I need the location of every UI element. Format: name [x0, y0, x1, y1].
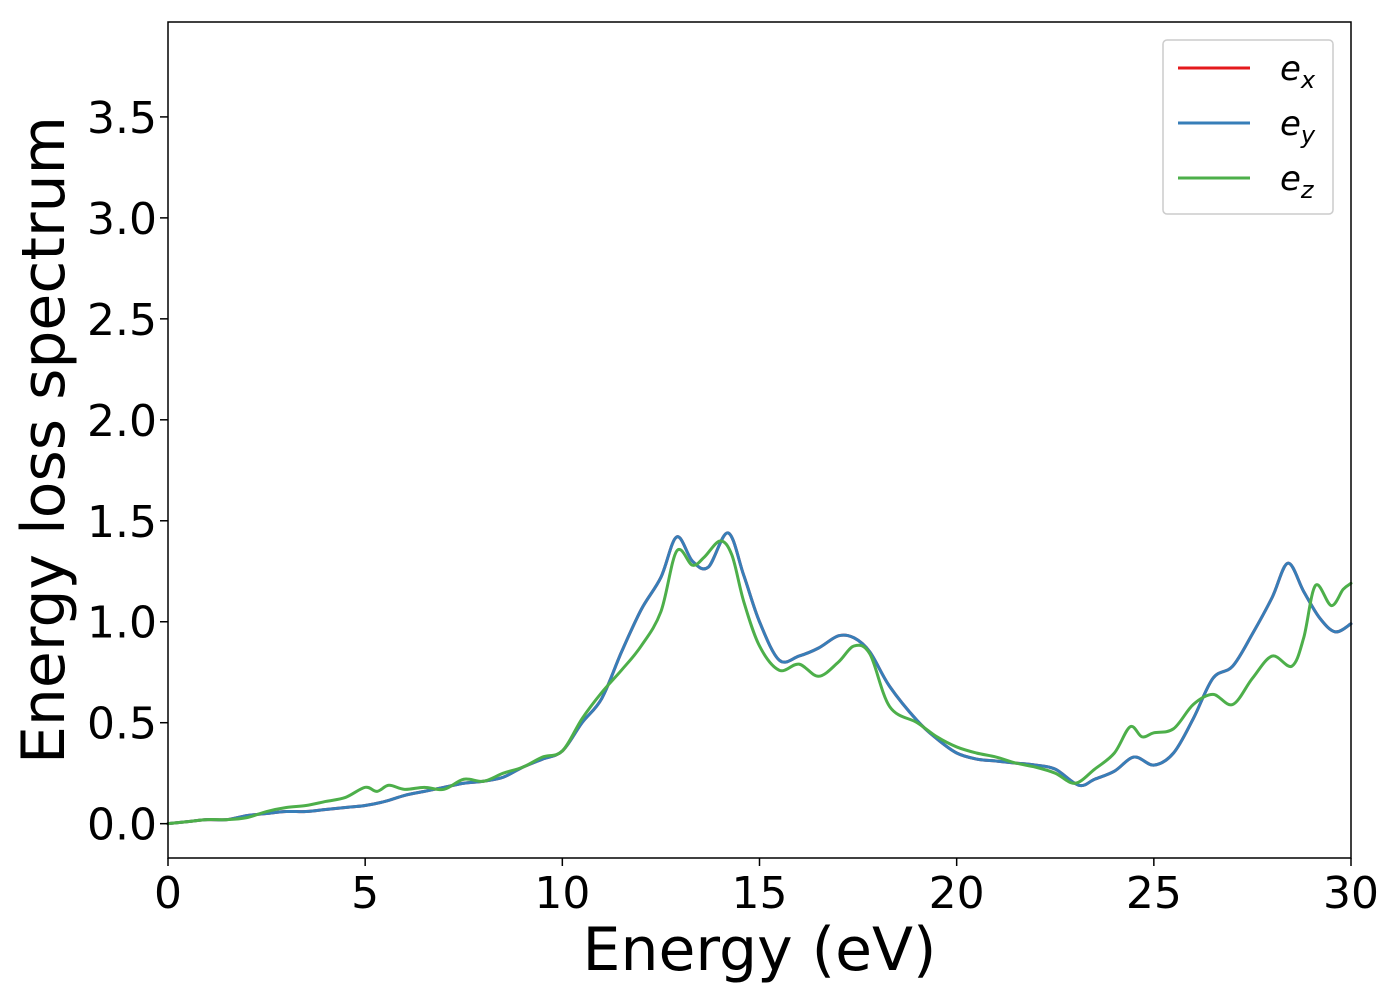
legend-label-base: e [1280, 49, 1301, 89]
x-tick-label: 5 [351, 868, 379, 919]
x-tick-label: 15 [732, 868, 788, 919]
legend-label-subscript: y [1300, 121, 1316, 149]
y-tick-label: 0.5 [87, 699, 157, 750]
x-tick-label: 25 [1126, 868, 1182, 919]
y-tick-label: 3.0 [87, 194, 157, 245]
series-layer [166, 531, 1353, 826]
legend-label-base: e [1280, 159, 1301, 199]
y-tick-label: 2.5 [87, 295, 157, 346]
series-line-ez [166, 539, 1353, 826]
legend-label-ez: ez [1280, 159, 1315, 204]
x-tick-label: 20 [929, 868, 985, 919]
x-tick-label: 10 [534, 868, 590, 919]
legend-label-base: e [1280, 104, 1301, 144]
x-axis-label: Energy (eV) [583, 915, 937, 985]
y-axis-ticks: 0.0 0.5 1.0 1.5 2.0 2.5 3.0 3.5 [87, 93, 168, 851]
legend-frame [1162, 39, 1334, 215]
y-tick-label: 3.5 [87, 93, 157, 144]
y-axis-label: Energy loss spectrum [9, 116, 79, 764]
y-tick-label: 2.0 [87, 396, 157, 447]
series-line-ey [166, 531, 1353, 826]
legend-label-ex: ex [1280, 49, 1316, 94]
legend-label-subscript: z [1300, 176, 1315, 204]
x-axis-ticks: 0 5 10 15 20 25 30 [154, 858, 1379, 919]
x-tick-label: 0 [154, 868, 182, 919]
x-tick-label: 30 [1323, 868, 1379, 919]
y-tick-label: 1.0 [87, 598, 157, 649]
y-tick-label: 1.5 [87, 497, 157, 548]
legend-label-ey: ey [1280, 104, 1316, 149]
y-tick-label: 0.0 [87, 800, 157, 851]
legend-label-subscript: x [1300, 66, 1316, 94]
